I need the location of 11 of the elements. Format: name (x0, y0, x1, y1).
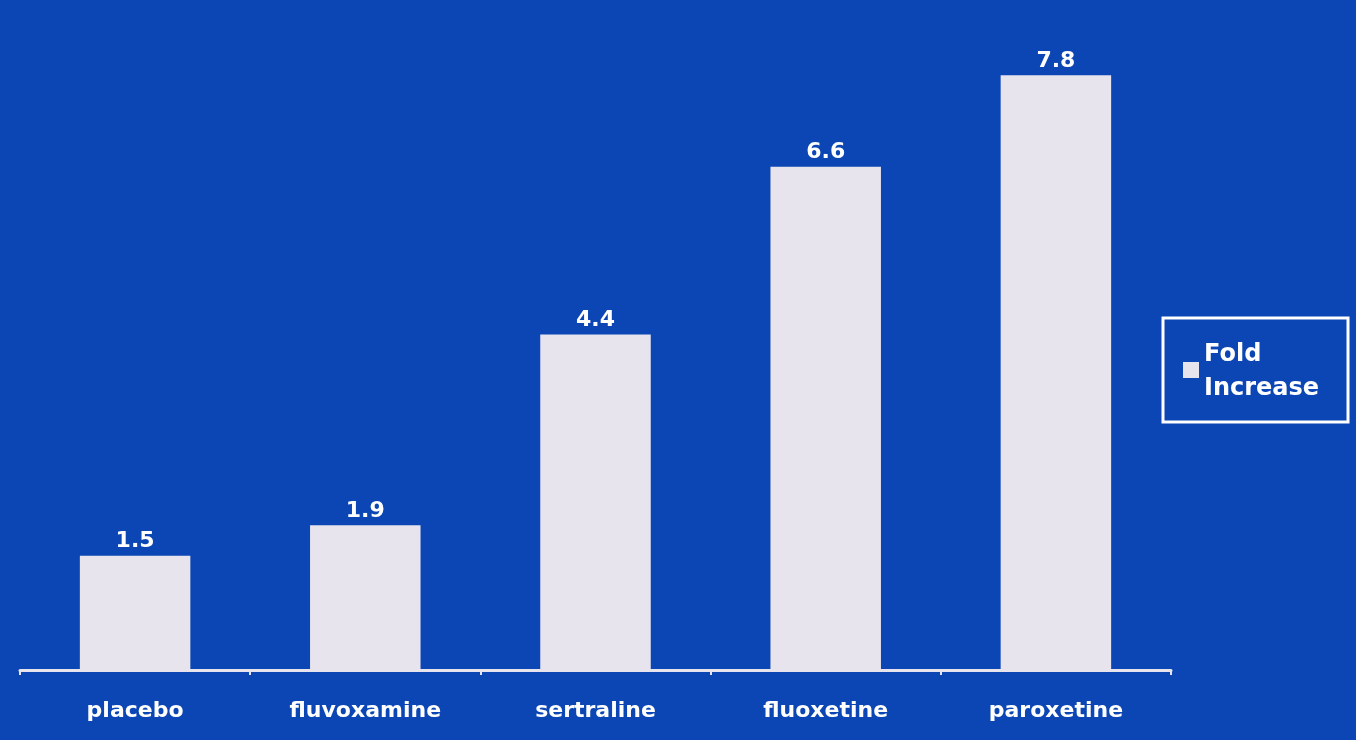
data-label: 4.4 (576, 306, 615, 331)
data-label: 6.6 (806, 138, 846, 164)
legend-label: Fold Increase (1204, 339, 1320, 401)
x-tick-label: sertraline (535, 696, 656, 722)
data-label: 7.8 (1036, 46, 1076, 72)
x-tick-label: fluoxetine (763, 696, 889, 722)
data-label: 1.9 (345, 496, 385, 522)
x-tick-label: paroxetine (988, 696, 1124, 722)
x-tick-label: placebo (86, 696, 184, 722)
data-label: 1.5 (115, 527, 155, 553)
x-tick-label: fluvoxamine (289, 696, 442, 722)
